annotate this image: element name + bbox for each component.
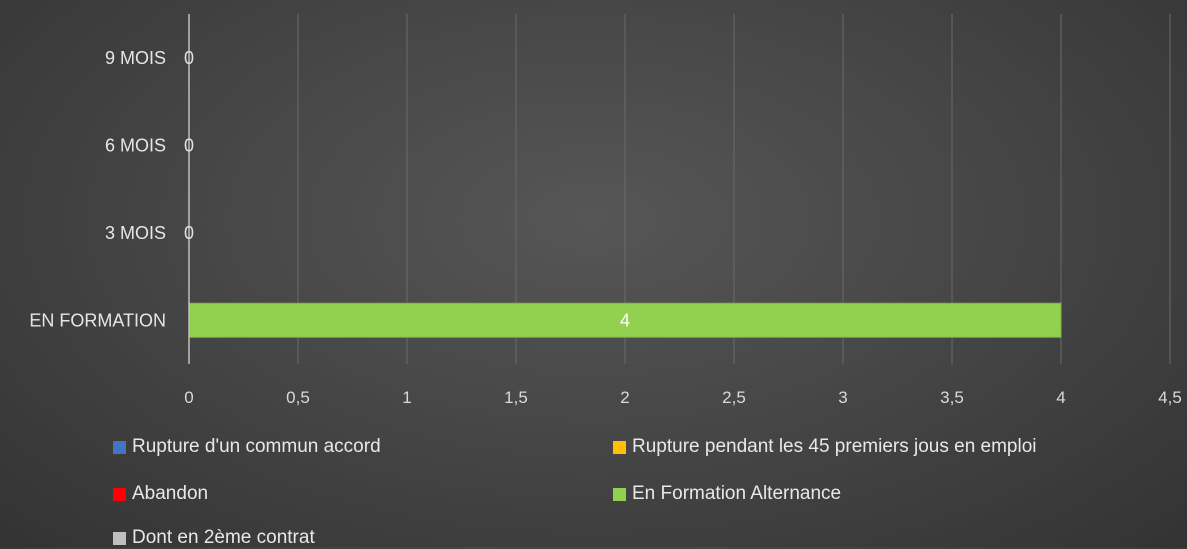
data-label: 0 bbox=[184, 48, 194, 68]
x-tick-label: 3,5 bbox=[940, 388, 964, 407]
y-category-label: 3 MOIS bbox=[105, 223, 166, 243]
axes: 0 0,5 1 1,5 2 2,5 3 3,5 4 4,5 EN FORMATION 3 MOIS 6 … bbox=[29, 14, 1182, 407]
data-label: 4 bbox=[620, 310, 630, 330]
data-label: 0 bbox=[184, 135, 194, 155]
x-tick-label: 3 bbox=[838, 388, 847, 407]
data-label: 0 bbox=[184, 223, 194, 243]
x-tick-label: 4 bbox=[1056, 388, 1065, 407]
x-tick-label: 0,5 bbox=[286, 388, 310, 407]
x-tick-label: 2,5 bbox=[722, 388, 746, 407]
bars bbox=[188, 302, 1062, 338]
x-tick-label: 0 bbox=[184, 388, 193, 407]
x-tick-label: 1,5 bbox=[504, 388, 528, 407]
x-tick-label: 2 bbox=[620, 388, 629, 407]
grid-lines bbox=[297, 14, 1171, 364]
y-category-label: 9 MOIS bbox=[105, 48, 166, 68]
x-tick-label: 4,5 bbox=[1158, 388, 1182, 407]
bar bbox=[188, 302, 1062, 338]
y-category-label: EN FORMATION bbox=[29, 310, 166, 330]
x-tick-label: 1 bbox=[402, 388, 411, 407]
y-category-label: 6 MOIS bbox=[105, 135, 166, 155]
data-labels: 4 0 0 0 bbox=[184, 48, 630, 331]
